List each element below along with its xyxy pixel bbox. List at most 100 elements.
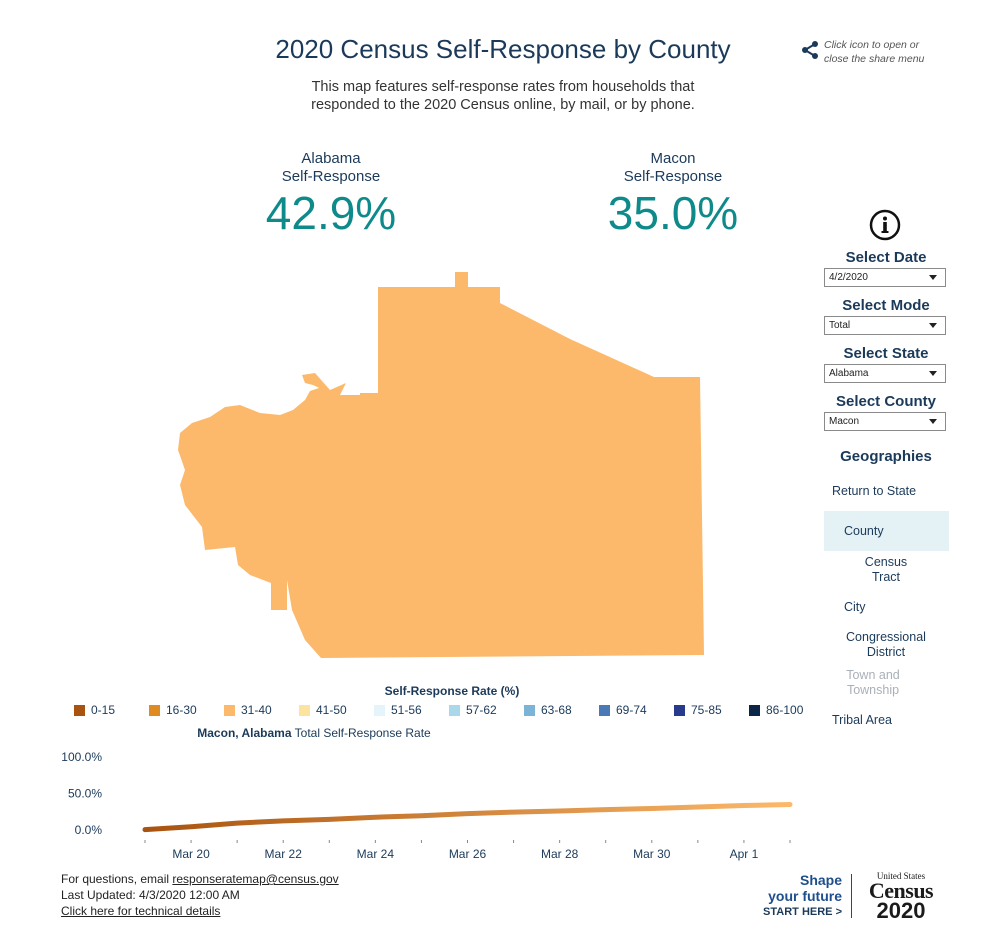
- legend-title: Self-Response Rate (%): [384, 684, 520, 698]
- x-tick-label: Mar 28: [541, 847, 579, 861]
- select-mode-dropdown[interactable]: Total: [824, 316, 946, 335]
- subtitle-line-1: This map features self-response rates fr…: [311, 79, 695, 95]
- state-self-response-stat: Alabama Self-Response 42.9%: [211, 150, 451, 238]
- brand-divider: [851, 874, 852, 918]
- share-hint-line-2: close the share menu: [824, 53, 925, 65]
- share-hint-line-1: Click icon to open or: [824, 39, 920, 51]
- legend-swatch: [599, 705, 610, 716]
- geo-town-line-1: Town and: [846, 668, 900, 682]
- start-here-label: START HERE >: [763, 906, 842, 918]
- x-tick-label: Mar 22: [265, 847, 303, 861]
- state-stat-value: 42.9%: [265, 187, 397, 239]
- county-stat-value: 35.0%: [607, 187, 739, 239]
- x-tick-label: Mar 30: [633, 847, 671, 861]
- geo-tract-line-2: Tract: [871, 570, 900, 584]
- county-map[interactable]: [170, 265, 710, 665]
- geo-congressional-district[interactable]: Congressional District: [840, 630, 932, 660]
- x-tick-label: Mar 24: [357, 847, 395, 861]
- logo-united-states: United States: [876, 871, 926, 881]
- legend-swatch: [299, 705, 310, 716]
- chevron-down-icon: [929, 419, 937, 424]
- select-mode-value: Total: [829, 320, 851, 331]
- select-county-heading: Select County: [835, 393, 937, 410]
- geo-census-tract[interactable]: Census Tract: [850, 555, 922, 585]
- y-tick-label: 100.0%: [61, 750, 102, 764]
- state-stat-label-line-1: Alabama: [301, 150, 361, 167]
- legend-label: 51-56: [391, 703, 422, 717]
- share-icon[interactable]: [800, 40, 820, 60]
- y-tick-label: 50.0%: [68, 787, 102, 801]
- geo-town-and-township-disabled: Town and Township: [838, 668, 908, 698]
- line-chart[interactable]: 100.0% 50.0% 0.0% Mar 20 Mar 22 Mar 24 Mar 26…: [55, 745, 815, 870]
- legend-label: 0-15: [91, 703, 116, 717]
- legend-swatch: [74, 705, 85, 716]
- series-line[interactable]: [142, 802, 793, 833]
- chevron-down-icon: [929, 275, 937, 280]
- legend-swatch: [374, 705, 385, 716]
- contact-line: For questions, email responseratemap@cen…: [61, 871, 339, 887]
- select-county-value: Macon: [829, 416, 860, 427]
- select-date-value: 4/2/2020: [829, 272, 868, 283]
- county-stat-label-line-2: Self-Response: [623, 168, 723, 185]
- select-state-heading: Select State: [843, 345, 929, 362]
- technical-details-link[interactable]: Click here for technical details: [61, 904, 221, 918]
- page-title: 2020 Census Self-Response by County: [275, 34, 731, 64]
- shape-line-2: your future: [768, 888, 842, 904]
- select-state-dropdown[interactable]: Alabama: [824, 364, 946, 383]
- line-chart-title-place: Macon, Alabama: [197, 726, 292, 740]
- legend-label: 86-100: [766, 703, 804, 717]
- legend-label: 57-62: [466, 703, 497, 717]
- geo-return-to-state[interactable]: Return to State: [832, 484, 917, 498]
- geographies-heading: Geographies: [840, 448, 932, 465]
- select-date-dropdown[interactable]: 4/2/2020: [824, 268, 946, 287]
- x-tick-label: Mar 26: [449, 847, 487, 861]
- select-state-value: Alabama: [829, 368, 869, 379]
- x-tick-label: Apr 1: [730, 847, 759, 861]
- x-axis: Mar 20 Mar 22 Mar 24 Mar 26 Mar 28 Mar 30 Apr …: [144, 840, 791, 861]
- geo-city[interactable]: City: [844, 600, 866, 614]
- share-hint: Click icon to open or close the share me…: [824, 38, 924, 66]
- geo-tract-line-1: Census: [864, 555, 908, 569]
- chevron-down-icon: [929, 371, 937, 376]
- legend-swatch: [524, 705, 535, 716]
- legend-swatch: [449, 705, 460, 716]
- share-menu-toggle[interactable]: Click icon to open or close the share me…: [800, 38, 950, 68]
- subtitle-line-2: responded to the 2020 Census online, by …: [311, 97, 695, 113]
- legend-label: 31-40: [241, 703, 272, 717]
- select-mode-heading: Select Mode: [842, 297, 930, 314]
- logo-year: 2020: [876, 898, 926, 923]
- geo-cong-line-2: District: [866, 645, 906, 659]
- census-2020-logo: United States Census 2020: [856, 871, 946, 923]
- geo-town-line-2: Township: [846, 683, 900, 697]
- legend-label: 63-68: [541, 703, 572, 717]
- geo-county-selected[interactable]: County: [824, 511, 949, 551]
- chevron-down-icon: [929, 323, 937, 328]
- contact-email-link[interactable]: responseratemap@census.gov: [172, 872, 339, 886]
- geo-tribal-area[interactable]: Tribal Area: [832, 713, 892, 727]
- info-circle-icon[interactable]: [869, 209, 901, 241]
- line-chart-title: Macon, Alabama Total Self-Response Rate: [0, 726, 628, 740]
- contact-prefix: For questions, email: [61, 872, 173, 886]
- county-self-response-stat: Macon Self-Response 35.0%: [553, 150, 793, 238]
- legend-swatch: [224, 705, 235, 716]
- legend-swatch: [749, 705, 760, 716]
- technical-details-line: Click here for technical details: [61, 903, 220, 919]
- select-county-dropdown[interactable]: Macon: [824, 412, 946, 431]
- geo-county-label: County: [844, 524, 884, 538]
- x-tick-label: Mar 20: [172, 847, 210, 861]
- county-stat-label-line-1: Macon: [650, 150, 696, 167]
- county-shape-macon[interactable]: [178, 272, 704, 658]
- legend-swatch: [149, 705, 160, 716]
- legend-label: 16-30: [166, 703, 197, 717]
- legend-label: 41-50: [316, 703, 347, 717]
- select-date-heading: Select Date: [845, 249, 927, 266]
- page-subtitle: This map features self-response rates fr…: [0, 78, 988, 114]
- shape-line-1: Shape: [799, 872, 842, 888]
- legend-label: 69-74: [616, 703, 647, 717]
- shape-your-future-link[interactable]: Shape your future START HERE >: [762, 872, 842, 920]
- y-axis: 100.0% 50.0% 0.0%: [61, 750, 102, 837]
- y-tick-label: 0.0%: [75, 823, 103, 837]
- geo-cong-line-1: Congressional: [846, 630, 926, 644]
- state-stat-label-line-2: Self-Response: [281, 168, 381, 185]
- legend-swatch: [674, 705, 685, 716]
